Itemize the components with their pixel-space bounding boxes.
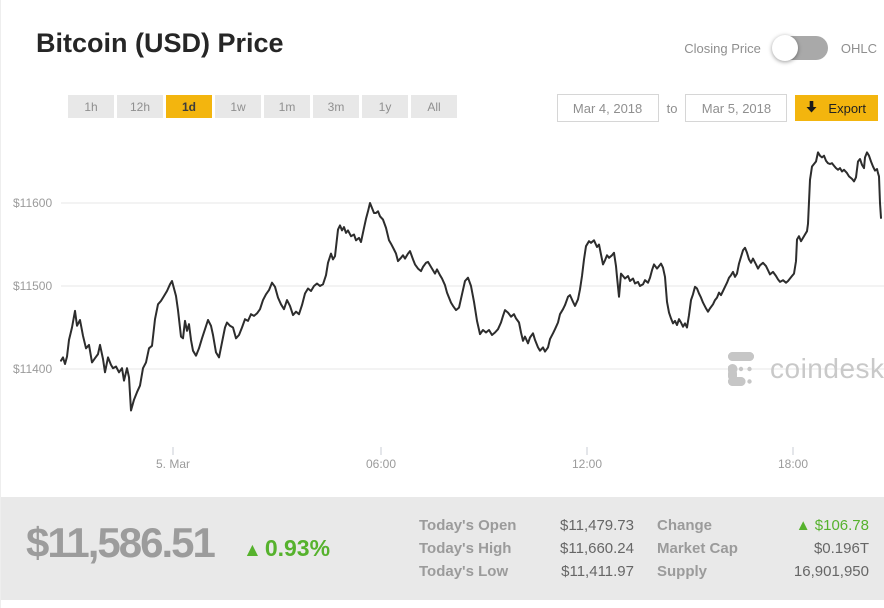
price-mode-toggle[interactable] [771, 35, 828, 61]
x-axis-label: 12:00 [571, 457, 603, 471]
change-percent: ▲ 0.93% [243, 535, 331, 561]
closing-price-label: Closing Price [684, 40, 761, 56]
x-axis-label: 06:00 [365, 457, 397, 471]
date-from-input[interactable] [556, 94, 659, 122]
stats-left-column: Today's Open $11,479.73 Today's High $11… [419, 514, 634, 583]
range-button-1m[interactable]: 1m [264, 95, 310, 118]
stats-right-column: Change ▲ $106.78 Market Cap $0.196T Supp… [657, 514, 869, 583]
stat-todays-high: Today's High $11,660.24 [419, 540, 634, 557]
stat-supply: Supply 16,901,950 [657, 563, 869, 580]
coindesk-watermark: coindesk [728, 350, 884, 388]
range-button-12h[interactable]: 12h [117, 95, 163, 118]
date-range-controls: to Export [556, 94, 878, 122]
stat-todays-low: Today's Low $11,411.97 [419, 563, 634, 580]
range-button-1d[interactable]: 1d [166, 95, 212, 118]
ohlc-label: OHLC [840, 40, 877, 56]
date-to-word: to [666, 100, 678, 116]
time-range-buttons: 1h 12h 1d 1w 1m 3m 1y All [68, 95, 457, 118]
stat-todays-open: Today's Open $11,479.73 [419, 517, 634, 534]
x-axis-label: 5. Mar [155, 457, 190, 471]
date-to-input[interactable] [685, 94, 788, 122]
page-title: Bitcoin (USD) Price [36, 28, 284, 58]
price-summary-bar: $11,586.51 ▲ 0.93% Today's Open $11,479.7… [1, 497, 884, 600]
up-arrow-icon: ▲ [243, 540, 262, 561]
coindesk-logo-icon [728, 350, 762, 388]
stat-market-cap: Market Cap $0.196T [657, 540, 869, 557]
toggle-knob[interactable] [771, 35, 798, 61]
range-button-1y[interactable]: 1y [362, 95, 408, 118]
x-axis-label: 18:00 [777, 457, 809, 471]
y-axis-label: $11500 [13, 279, 53, 293]
download-arrow-icon [805, 101, 818, 115]
range-button-3m[interactable]: 3m [313, 95, 359, 118]
price-line[interactable] [60, 151, 882, 412]
current-price: $11,586.51 [26, 519, 216, 566]
y-axis-label: $11400 [13, 362, 53, 376]
export-button[interactable]: Export [795, 95, 878, 121]
stat-change: Change ▲ $106.78 [657, 517, 869, 534]
range-button-1h[interactable]: 1h [68, 95, 114, 118]
range-button-1w[interactable]: 1w [215, 95, 261, 118]
coindesk-wordmark: coindesk [770, 353, 884, 384]
y-axis-label: $11600 [13, 196, 53, 210]
export-button-label: Export [828, 100, 866, 116]
price-mode-toggle-group: Closing Price OHLC [684, 35, 877, 61]
range-button-all[interactable]: All [411, 95, 457, 118]
